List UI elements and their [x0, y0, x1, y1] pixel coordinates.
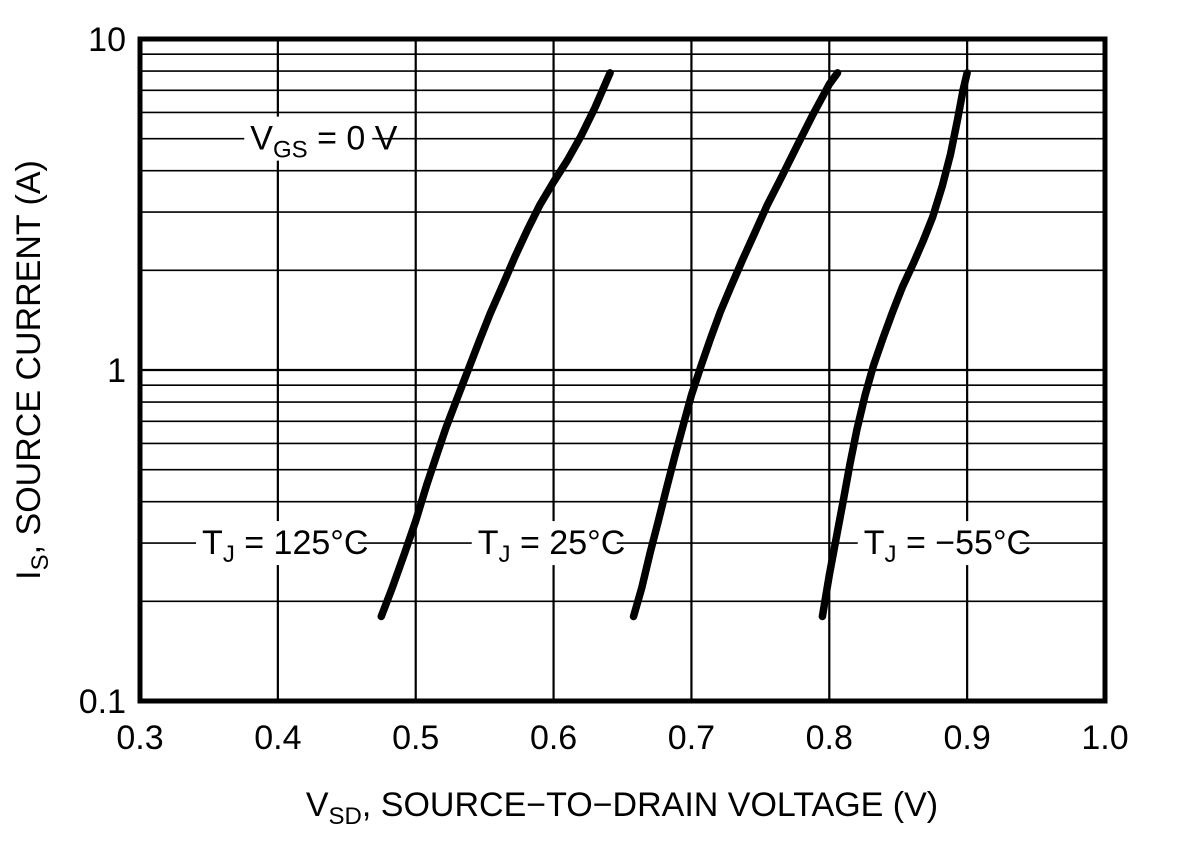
x-axis-title-subscript: SD: [329, 803, 362, 830]
y-tick-label: 10: [88, 21, 126, 59]
data-curves: [377, 69, 971, 621]
annotation-label-backgrounds: [196, 116, 1020, 566]
x-axis-title-base: V: [306, 786, 329, 824]
plot-border: [137, 36, 1108, 704]
x-tick-label: 0.5: [392, 719, 439, 757]
tj-125-rest: = 125°C: [235, 524, 369, 562]
tj-25-base: T: [478, 524, 499, 562]
x-tick-label: 0.7: [668, 719, 715, 757]
y-tick-label: 1: [107, 352, 126, 390]
y-axis-title: IS, SOURCE CURRENT (A): [10, 160, 54, 580]
tj-25-rest: = 25°C: [511, 524, 626, 562]
x-tick-label: 0.8: [806, 719, 853, 757]
curve-tj-25-c: [629, 69, 842, 621]
curve-tj-55-c: [818, 69, 971, 621]
tj-minus55-background: [857, 521, 1020, 566]
y-tick-label: 0.1: [79, 683, 126, 721]
tj-125-subscript: J: [223, 541, 235, 568]
vgs-condition-base: V: [250, 120, 273, 158]
x-axis-title-rest: , SOURCE−TO−DRAIN VOLTAGE (V): [362, 786, 938, 824]
plot-frame: [137, 36, 1108, 704]
x-tick-label: 0.9: [944, 719, 991, 757]
y-axis-title-subscript: S: [27, 554, 54, 570]
y-axis-title-base: I: [10, 570, 48, 579]
x-tick-label: 0.6: [530, 719, 577, 757]
x-tick-labels: 0.3 0.4 0.5 0.6 0.7 0.8 0.9 1.0: [116, 719, 1128, 757]
tj-minus55-base: T: [864, 524, 885, 562]
tj-125-background: [196, 521, 359, 566]
tj-minus55-subscript: J: [885, 541, 897, 568]
y-axis-title-text: IS, SOURCE CURRENT (A): [10, 160, 54, 580]
curve-tj-125-c: [377, 69, 614, 621]
vgs-condition: VGS = 0 V: [250, 120, 397, 164]
tj-25-background: [471, 521, 617, 566]
tj-125: TJ = 125°C: [202, 524, 368, 568]
x-tick-label: 1.0: [1081, 719, 1128, 757]
x-tick-label: 0.3: [116, 719, 163, 757]
x-tick-label: 0.4: [254, 719, 301, 757]
vgs-condition-subscript: GS: [273, 137, 308, 164]
x-axis-title-text: VSD, SOURCE−TO−DRAIN VOLTAGE (V): [306, 786, 938, 830]
tj-minus55-rest: = −55°C: [897, 524, 1032, 562]
vgs-condition-rest: = 0 V: [308, 120, 398, 158]
vgs-condition-background: [244, 116, 373, 161]
y-axis-title-rest: , SOURCE CURRENT (A): [10, 160, 48, 554]
tj-25: TJ = 25°C: [478, 524, 626, 568]
tj-25-subscript: J: [499, 541, 511, 568]
y-tick-labels: 0.1 1 10: [79, 21, 126, 721]
x-axis-title: VSD, SOURCE−TO−DRAIN VOLTAGE (V): [306, 786, 938, 830]
chart-annotations: VGS = 0 VTJ = 125°C TJ = 25°C TJ = −55°C: [202, 120, 1031, 568]
tj-125-base: T: [202, 524, 223, 562]
tj-minus55: TJ = −55°C: [864, 524, 1031, 568]
